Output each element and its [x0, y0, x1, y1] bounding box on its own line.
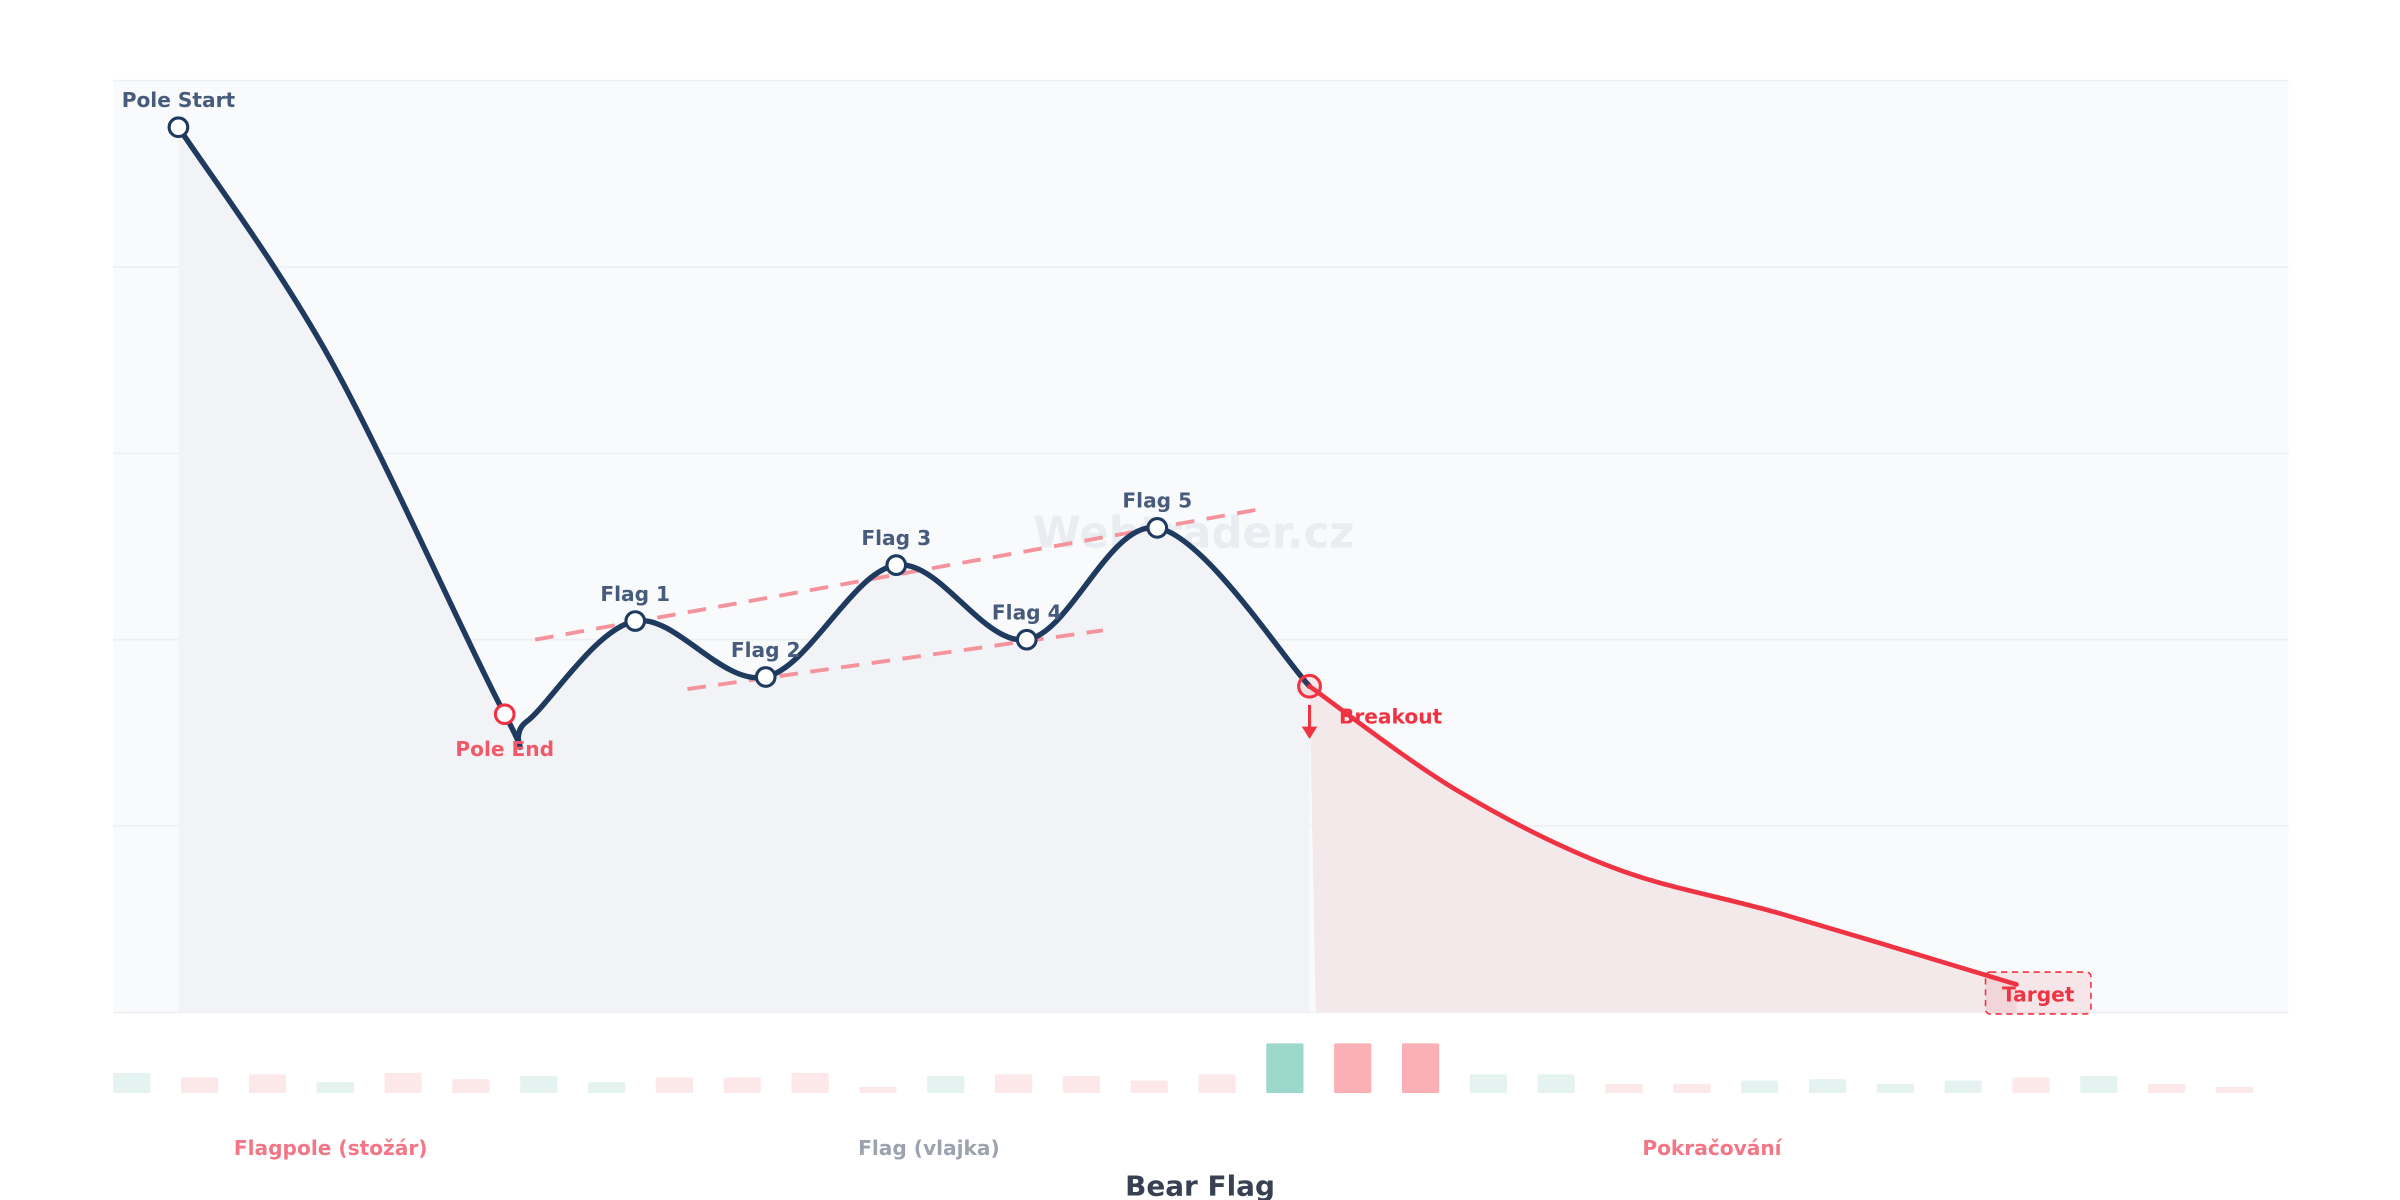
- volume-bars: [113, 1043, 2254, 1094]
- continuation-area: [1309, 686, 2017, 1013]
- volume-bar: [1334, 1043, 1372, 1094]
- volume-bar: [2215, 1086, 2254, 1094]
- volume-bar: [1469, 1074, 1507, 1094]
- pattern-area: [178, 127, 1310, 1013]
- volume-bar: [1062, 1075, 1100, 1094]
- volume-bar: [181, 1077, 219, 1094]
- volume-bar: [587, 1082, 626, 1094]
- down-arrow-head-icon: [1301, 726, 1318, 739]
- volume-bar: [384, 1072, 422, 1094]
- volume-bar: [723, 1077, 761, 1094]
- pattern-line: [175, 124, 1313, 750]
- target-marker: Target: [1984, 971, 2092, 1015]
- markers: Pole Start Pole End Flag 1 Flag 2 Flag 3 Flag…: [122, 88, 1192, 761]
- price-lines: [175, 124, 2019, 987]
- marker-point: [493, 703, 516, 726]
- volume-bar: [859, 1086, 897, 1094]
- chart-title: Bear Flag: [1125, 1169, 1275, 1200]
- continuation-line: [1307, 683, 2019, 987]
- marker-label: Flag 3: [861, 526, 931, 550]
- volume-bar: [655, 1077, 694, 1094]
- volume-bar: [1130, 1080, 1168, 1094]
- phase-label: Flag (vlajka): [858, 1136, 1000, 1160]
- volume-bar: [1741, 1080, 1779, 1094]
- volume-bar: [1537, 1074, 1575, 1094]
- volume-bar: [1401, 1043, 1440, 1094]
- volume-bar: [113, 1072, 151, 1094]
- volume-bar: [2080, 1075, 2118, 1094]
- volume-bar: [1198, 1074, 1236, 1094]
- breakout-circle: [1297, 673, 1322, 699]
- marker-point: [1146, 517, 1169, 539]
- marker-point: [624, 610, 647, 632]
- breakout-marker: Breakout: [1297, 673, 1443, 739]
- marker-label: Flag 4: [992, 601, 1062, 625]
- volume-bar: [1876, 1083, 1914, 1094]
- volume-bar: [791, 1072, 829, 1094]
- volume-bar: [1605, 1083, 1643, 1094]
- phase-labels: Flagpole (stožár) Flag (vlajka) Pokračován…: [234, 1136, 1783, 1160]
- volume-bar: [1944, 1080, 1982, 1094]
- volume-bar: [1808, 1079, 1847, 1094]
- volume-bar: [452, 1079, 490, 1094]
- marker-point: [754, 666, 777, 688]
- marker-label: Flag 1: [600, 582, 670, 606]
- marker-label: Flag 2: [731, 638, 801, 662]
- marker-point: [885, 554, 908, 576]
- phase-label: Flagpole (stožár): [234, 1136, 428, 1160]
- volume-bar: [1673, 1083, 1711, 1094]
- volume-bar: [927, 1075, 965, 1094]
- volume-bar: [2148, 1083, 2186, 1094]
- volume-bar: [2012, 1077, 2050, 1094]
- volume-bar: [1266, 1043, 1304, 1094]
- volume-bar: [316, 1082, 354, 1094]
- breakout-label: Breakout: [1339, 704, 1443, 728]
- volume-bar: [520, 1075, 558, 1094]
- volume-bar: [994, 1074, 1033, 1094]
- volume-bar: [248, 1074, 287, 1094]
- marker-label: Pole End: [455, 737, 554, 761]
- marker-label: Pole Start: [122, 88, 236, 112]
- marker-point: [1015, 628, 1038, 651]
- marker-point: [167, 116, 190, 139]
- phase-label: Pokračování: [1642, 1136, 1782, 1160]
- target-box: [1984, 971, 2092, 1015]
- area-fills: [178, 127, 2017, 1013]
- marker-label: Flag 5: [1122, 489, 1192, 513]
- target-label: Target: [2002, 983, 2075, 1007]
